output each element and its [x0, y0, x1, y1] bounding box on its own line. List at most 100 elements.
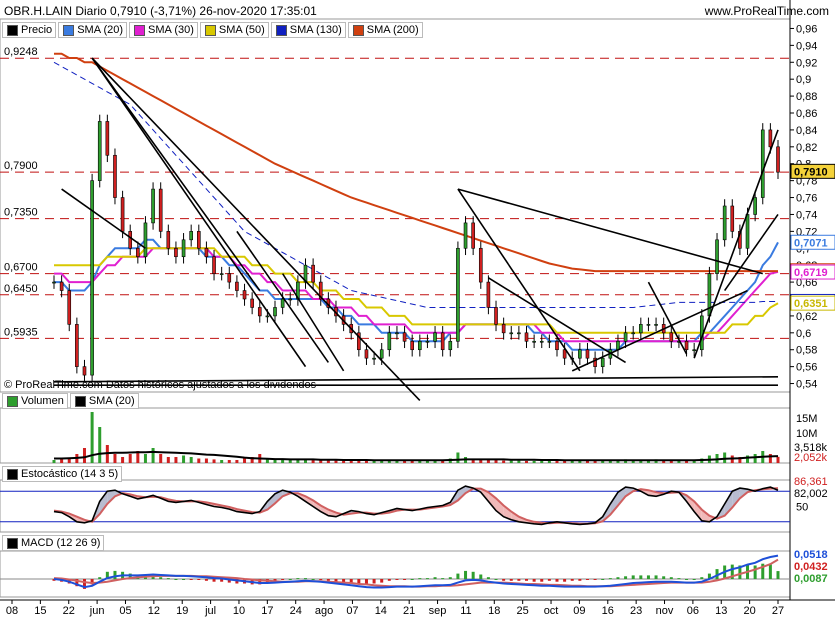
candle-body: [158, 188, 163, 232]
macd-histogram-bar: [403, 579, 407, 580]
level-label: 0,9248: [4, 46, 38, 58]
macd-histogram-bar: [75, 579, 79, 587]
legend-label: SMA (130): [289, 24, 342, 36]
date-tick-label: jun: [89, 605, 105, 617]
legend-item[interactable]: Precio: [2, 22, 57, 38]
trendline: [487, 277, 626, 364]
candle-body: [517, 332, 521, 335]
candle-body: [113, 154, 117, 198]
legend-swatch: [275, 24, 287, 36]
volume-bar: [395, 460, 399, 463]
stochastic-legend: Estocástico (14 3 5): [2, 466, 124, 482]
stochastic-fill: [320, 505, 329, 516]
legend-item[interactable]: Volumen: [2, 393, 68, 409]
trendline-drawings[interactable]: [53, 57, 779, 402]
legend-item[interactable]: SMA (200): [347, 22, 423, 38]
trendline: [693, 129, 779, 359]
macd-histogram-bar: [464, 570, 468, 579]
candle-body: [318, 281, 323, 300]
date-tick-label: 19: [176, 605, 188, 617]
legend-item[interactable]: SMA (20): [69, 393, 139, 409]
price-badge-label: 0,6719: [794, 267, 828, 279]
date-tick-label: 12: [148, 605, 160, 617]
volume-bar: [547, 460, 551, 463]
volume-bar: [585, 460, 589, 463]
volume-bar: [136, 451, 140, 463]
volume-tick-label: 15M: [796, 413, 817, 425]
candle-body: [768, 129, 773, 148]
volume-bar: [235, 460, 239, 463]
legend-item[interactable]: SMA (20): [58, 22, 128, 38]
date-tick-label: 16: [602, 605, 614, 617]
volume-bar: [486, 460, 490, 463]
legend-item[interactable]: SMA (50): [199, 22, 269, 38]
candle-body: [722, 205, 727, 241]
volume-bar: [220, 460, 224, 463]
price-badge: [790, 295, 835, 311]
legend-label: Precio: [21, 24, 53, 36]
trendline: [91, 57, 261, 292]
trendline: [236, 230, 330, 363]
candle-body: [433, 332, 437, 342]
macd-histogram-bar: [624, 576, 628, 579]
volume-bar: [593, 460, 597, 463]
volume-bar: [631, 460, 635, 463]
candle-body: [410, 340, 414, 351]
macd-histogram-bar: [593, 579, 597, 580]
candle-body: [143, 222, 148, 258]
volume-bar: [525, 460, 529, 463]
volume-bar: [174, 457, 178, 463]
date-tick-label: 06: [687, 605, 699, 617]
legend-swatch: [134, 24, 146, 36]
macd-badge: 0,0432: [794, 561, 828, 573]
candle-body: [379, 349, 384, 359]
legend-label: Estocástico (14 3 5): [21, 468, 119, 480]
legend-item[interactable]: Estocástico (14 3 5): [2, 466, 123, 482]
legend-item[interactable]: MACD (12 26 9): [2, 535, 105, 551]
legend-item[interactable]: SMA (130): [270, 22, 346, 38]
macd-histogram-bar: [525, 579, 529, 581]
price-tick-label: 0,56: [796, 362, 817, 374]
price-tick-label: 0,9: [796, 74, 811, 86]
price-tick-label: 0,88: [796, 91, 817, 103]
site-label[interactable]: www.ProRealTime.com: [704, 4, 829, 18]
volume-bar: [364, 460, 368, 463]
date-tick-label: sep: [429, 605, 447, 617]
legend-item[interactable]: SMA (30): [129, 22, 198, 38]
volume-bar: [319, 460, 323, 463]
candle-body: [501, 324, 506, 334]
macd-histogram-bar: [418, 578, 422, 580]
candle-body: [212, 256, 216, 274]
volume-legend: Volumen SMA (20): [2, 393, 141, 409]
stochastic-fill: [267, 493, 276, 510]
candle-body: [250, 298, 254, 308]
macd-histogram-bar: [281, 579, 285, 580]
date-tick-label: 17: [261, 605, 273, 617]
macd-histogram-bar: [639, 575, 643, 579]
legend-swatch: [204, 24, 216, 36]
macd-histogram-bar: [410, 579, 414, 580]
volume-bar: [334, 460, 338, 463]
macd-histogram-bar: [669, 577, 673, 579]
volume-bar: [98, 427, 102, 463]
macd-histogram-bar: [380, 579, 384, 583]
trendline: [61, 188, 146, 249]
date-tick-label: 08: [6, 605, 18, 617]
macd-histogram-bar: [700, 577, 704, 579]
volume-bar: [425, 460, 429, 463]
macd-histogram-bar: [662, 576, 666, 579]
candle-body: [471, 222, 475, 249]
volume-bar: [113, 454, 117, 463]
macd-histogram-bar: [334, 579, 338, 582]
macd-histogram-bar: [166, 578, 170, 580]
volume-bar: [281, 460, 285, 463]
candle-body: [707, 273, 712, 317]
macd-histogram-bar: [159, 577, 163, 579]
macd-histogram-bar: [547, 579, 551, 581]
volume-bar: [372, 460, 376, 463]
macd-histogram-bar: [555, 579, 559, 582]
volume-bar: [646, 460, 650, 463]
candle-body: [151, 188, 155, 224]
macd-histogram-bar: [197, 579, 201, 580]
